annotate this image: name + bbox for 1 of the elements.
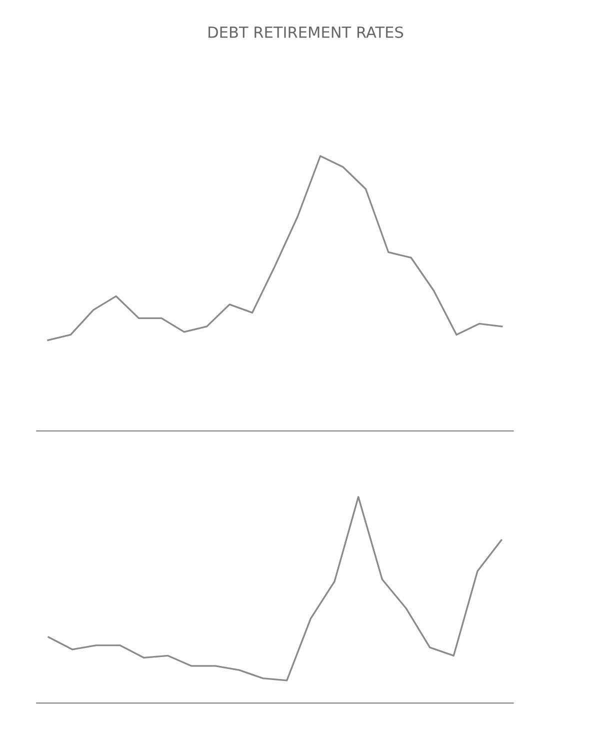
chart-title: DEBT RETIREMENT RATES	[208, 26, 404, 38]
